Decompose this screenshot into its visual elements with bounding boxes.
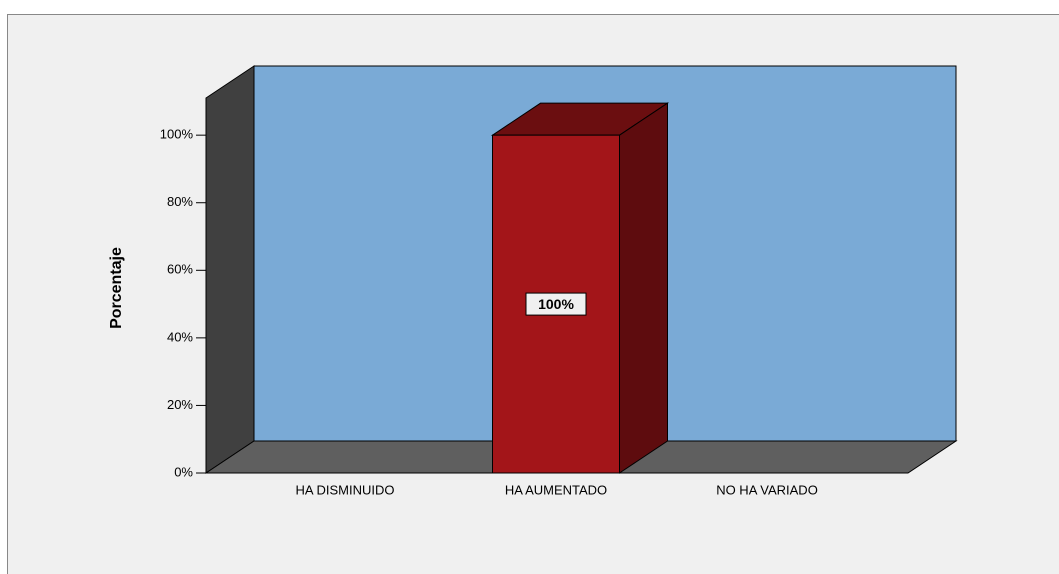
value-label: 100% — [538, 296, 574, 312]
x-tick-label: HA DISMINUIDO — [296, 482, 395, 497]
y-tick-label: 40% — [167, 329, 193, 344]
y-tick-label: 100% — [160, 127, 194, 142]
y-axis-label: Porcentaje — [108, 247, 125, 329]
x-tick-label: HA AUMENTADO — [505, 482, 607, 497]
y-tick-label: 60% — [167, 262, 193, 277]
side-wall — [205, 65, 255, 474]
y-tick-label: 80% — [167, 194, 193, 209]
value-label-box — [525, 292, 587, 316]
y-tick-label: 0% — [174, 464, 193, 479]
bar-side — [619, 102, 668, 474]
y-tick-label: 20% — [167, 397, 193, 412]
x-tick-label: NO HA VARIADO — [716, 482, 818, 497]
